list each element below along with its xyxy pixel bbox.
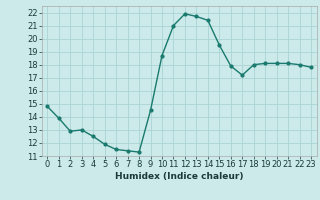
- X-axis label: Humidex (Indice chaleur): Humidex (Indice chaleur): [115, 172, 244, 181]
